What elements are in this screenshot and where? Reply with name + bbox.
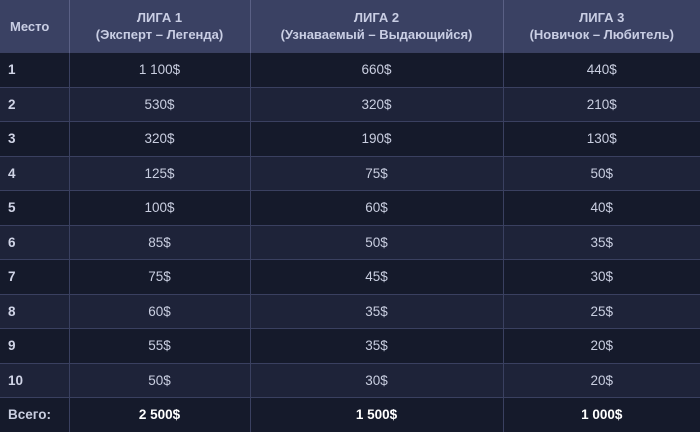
header-row: Место ЛИГА 1 (Эксперт – Легенда) ЛИГА 2 (У… <box>0 0 700 53</box>
prize-cell-league-3: 25$ <box>503 293 700 329</box>
place-cell: 4 <box>0 155 70 191</box>
place-cell: 10 <box>0 362 70 398</box>
table-row: 4 125$ 75$ 50$ <box>0 155 700 191</box>
prize-cell-league-1: 55$ <box>69 328 251 363</box>
prize-cell-league-3: 20$ <box>503 362 700 398</box>
prize-cell-league-2: 1 500$ <box>250 397 504 432</box>
prize-cell-league-2: 35$ <box>250 328 504 363</box>
prize-cell-league-3: 440$ <box>503 52 700 87</box>
prize-cell-league-2: 660$ <box>250 52 504 87</box>
prize-cell-league-1: 2 500$ <box>69 397 251 432</box>
prize-cell-league-3: 1 000$ <box>503 397 700 432</box>
place-cell: 9 <box>0 328 70 363</box>
total-row: Всего: 2 500$ 1 500$ 1 000$ <box>0 397 700 432</box>
prize-cell-league-1: 100$ <box>69 190 251 225</box>
prize-cell-league-2: 60$ <box>250 190 504 225</box>
prize-cell-league-1: 75$ <box>69 259 251 294</box>
table-row: 10 50$ 30$ 20$ <box>0 362 700 398</box>
prize-cell-league-2: 35$ <box>250 293 504 329</box>
table-row: 2 530$ 320$ 210$ <box>0 86 700 122</box>
header-league-3: ЛИГА 3 (Новичок – Любитель) <box>503 0 700 53</box>
prize-cell-league-3: 35$ <box>503 224 700 260</box>
table-row: 5 100$ 60$ 40$ <box>0 190 700 225</box>
place-cell: 2 <box>0 86 70 122</box>
place-cell: 7 <box>0 259 70 294</box>
place-cell: 6 <box>0 224 70 260</box>
prize-cell-league-1: 1 100$ <box>69 52 251 87</box>
league-name: ЛИГА 3 <box>579 10 625 25</box>
place-cell: 5 <box>0 190 70 225</box>
table-row: 9 55$ 35$ 20$ <box>0 328 700 363</box>
place-cell: 1 <box>0 52 70 87</box>
table-row: 7 75$ 45$ 30$ <box>0 259 700 294</box>
header-place: Место <box>0 0 70 53</box>
prize-cell-league-3: 30$ <box>503 259 700 294</box>
league-range: (Эксперт – Легенда) <box>95 27 224 42</box>
prize-cell-league-2: 30$ <box>250 362 504 398</box>
place-cell: 3 <box>0 121 70 156</box>
prize-cell-league-2: 320$ <box>250 86 504 122</box>
place-cell: 8 <box>0 293 70 329</box>
table-row: 3 320$ 190$ 130$ <box>0 121 700 156</box>
prize-cell-league-3: 40$ <box>503 190 700 225</box>
place-cell: Всего: <box>0 397 70 432</box>
table-row: 8 60$ 35$ 25$ <box>0 293 700 329</box>
league-range: (Узнаваемый – Выдающийся) <box>280 27 473 42</box>
prize-cell-league-3: 20$ <box>503 328 700 363</box>
league-range: (Новичок – Любитель) <box>529 27 674 42</box>
prize-cell-league-1: 530$ <box>69 86 251 122</box>
header-league-2: ЛИГА 2 (Узнаваемый – Выдающийся) <box>250 0 504 53</box>
prize-cell-league-1: 50$ <box>69 362 251 398</box>
prize-cell-league-2: 50$ <box>250 224 504 260</box>
prize-cell-league-1: 320$ <box>69 121 251 156</box>
prize-cell-league-2: 190$ <box>250 121 504 156</box>
prize-cell-league-1: 85$ <box>69 224 251 260</box>
prize-cell-league-1: 60$ <box>69 293 251 329</box>
league-name: ЛИГА 1 <box>136 10 183 25</box>
prize-cell-league-1: 125$ <box>69 155 251 191</box>
prize-cell-league-3: 50$ <box>503 155 700 191</box>
prize-cell-league-2: 75$ <box>250 155 504 191</box>
prize-cell-league-2: 45$ <box>250 259 504 294</box>
header-league-1: ЛИГА 1 (Эксперт – Легенда) <box>69 0 251 53</box>
table-row: 6 85$ 50$ 35$ <box>0 224 700 260</box>
prize-cell-league-3: 130$ <box>503 121 700 156</box>
league-name: ЛИГА 2 <box>353 10 400 25</box>
prize-cell-league-3: 210$ <box>503 86 700 122</box>
